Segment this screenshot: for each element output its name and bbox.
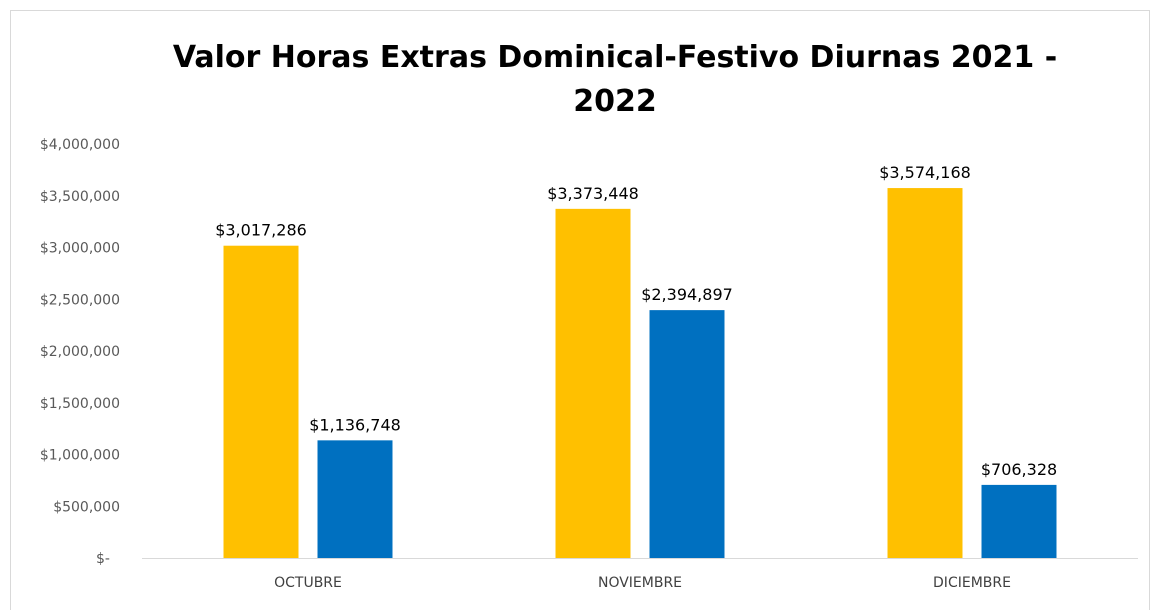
bar-diciembre-series-2: [981, 484, 1057, 558]
y-tick-label: $1,500,000: [40, 396, 120, 412]
bar-octubre-series-1: [223, 245, 299, 559]
x-category-label: NOVIEMBRE: [598, 575, 682, 591]
y-tick-label: $2,000,000: [40, 344, 120, 360]
y-tick-label: $2,500,000: [40, 292, 120, 308]
y-tick-label: $-: [96, 551, 110, 567]
y-tick-label: $4,000,000: [40, 137, 120, 153]
chart-frame: [10, 10, 1150, 610]
data-label: $706,328: [981, 460, 1057, 479]
data-label: $3,574,168: [879, 163, 971, 182]
y-tick-label: $1,000,000: [40, 448, 120, 464]
x-category-label: OCTUBRE: [274, 575, 342, 591]
chart-title: Valor Horas Extras Dominical-Festivo Diu…: [172, 40, 1058, 119]
bar-noviembre-series-2: [649, 310, 725, 558]
data-label: $3,017,286: [215, 221, 307, 240]
y-tick-label: $500,000: [53, 499, 120, 515]
data-label: $2,394,897: [641, 285, 733, 304]
bar-octubre-series-2: [317, 440, 393, 558]
bar-diciembre-series-1: [887, 188, 963, 558]
x-category-label: DICIEMBRE: [933, 575, 1011, 591]
data-label: $1,136,748: [309, 415, 401, 434]
y-tick-label: $3,500,000: [40, 189, 120, 205]
y-tick-label: $3,000,000: [40, 241, 120, 257]
data-label: $3,373,448: [547, 184, 639, 203]
bar-noviembre-series-1: [555, 208, 631, 558]
